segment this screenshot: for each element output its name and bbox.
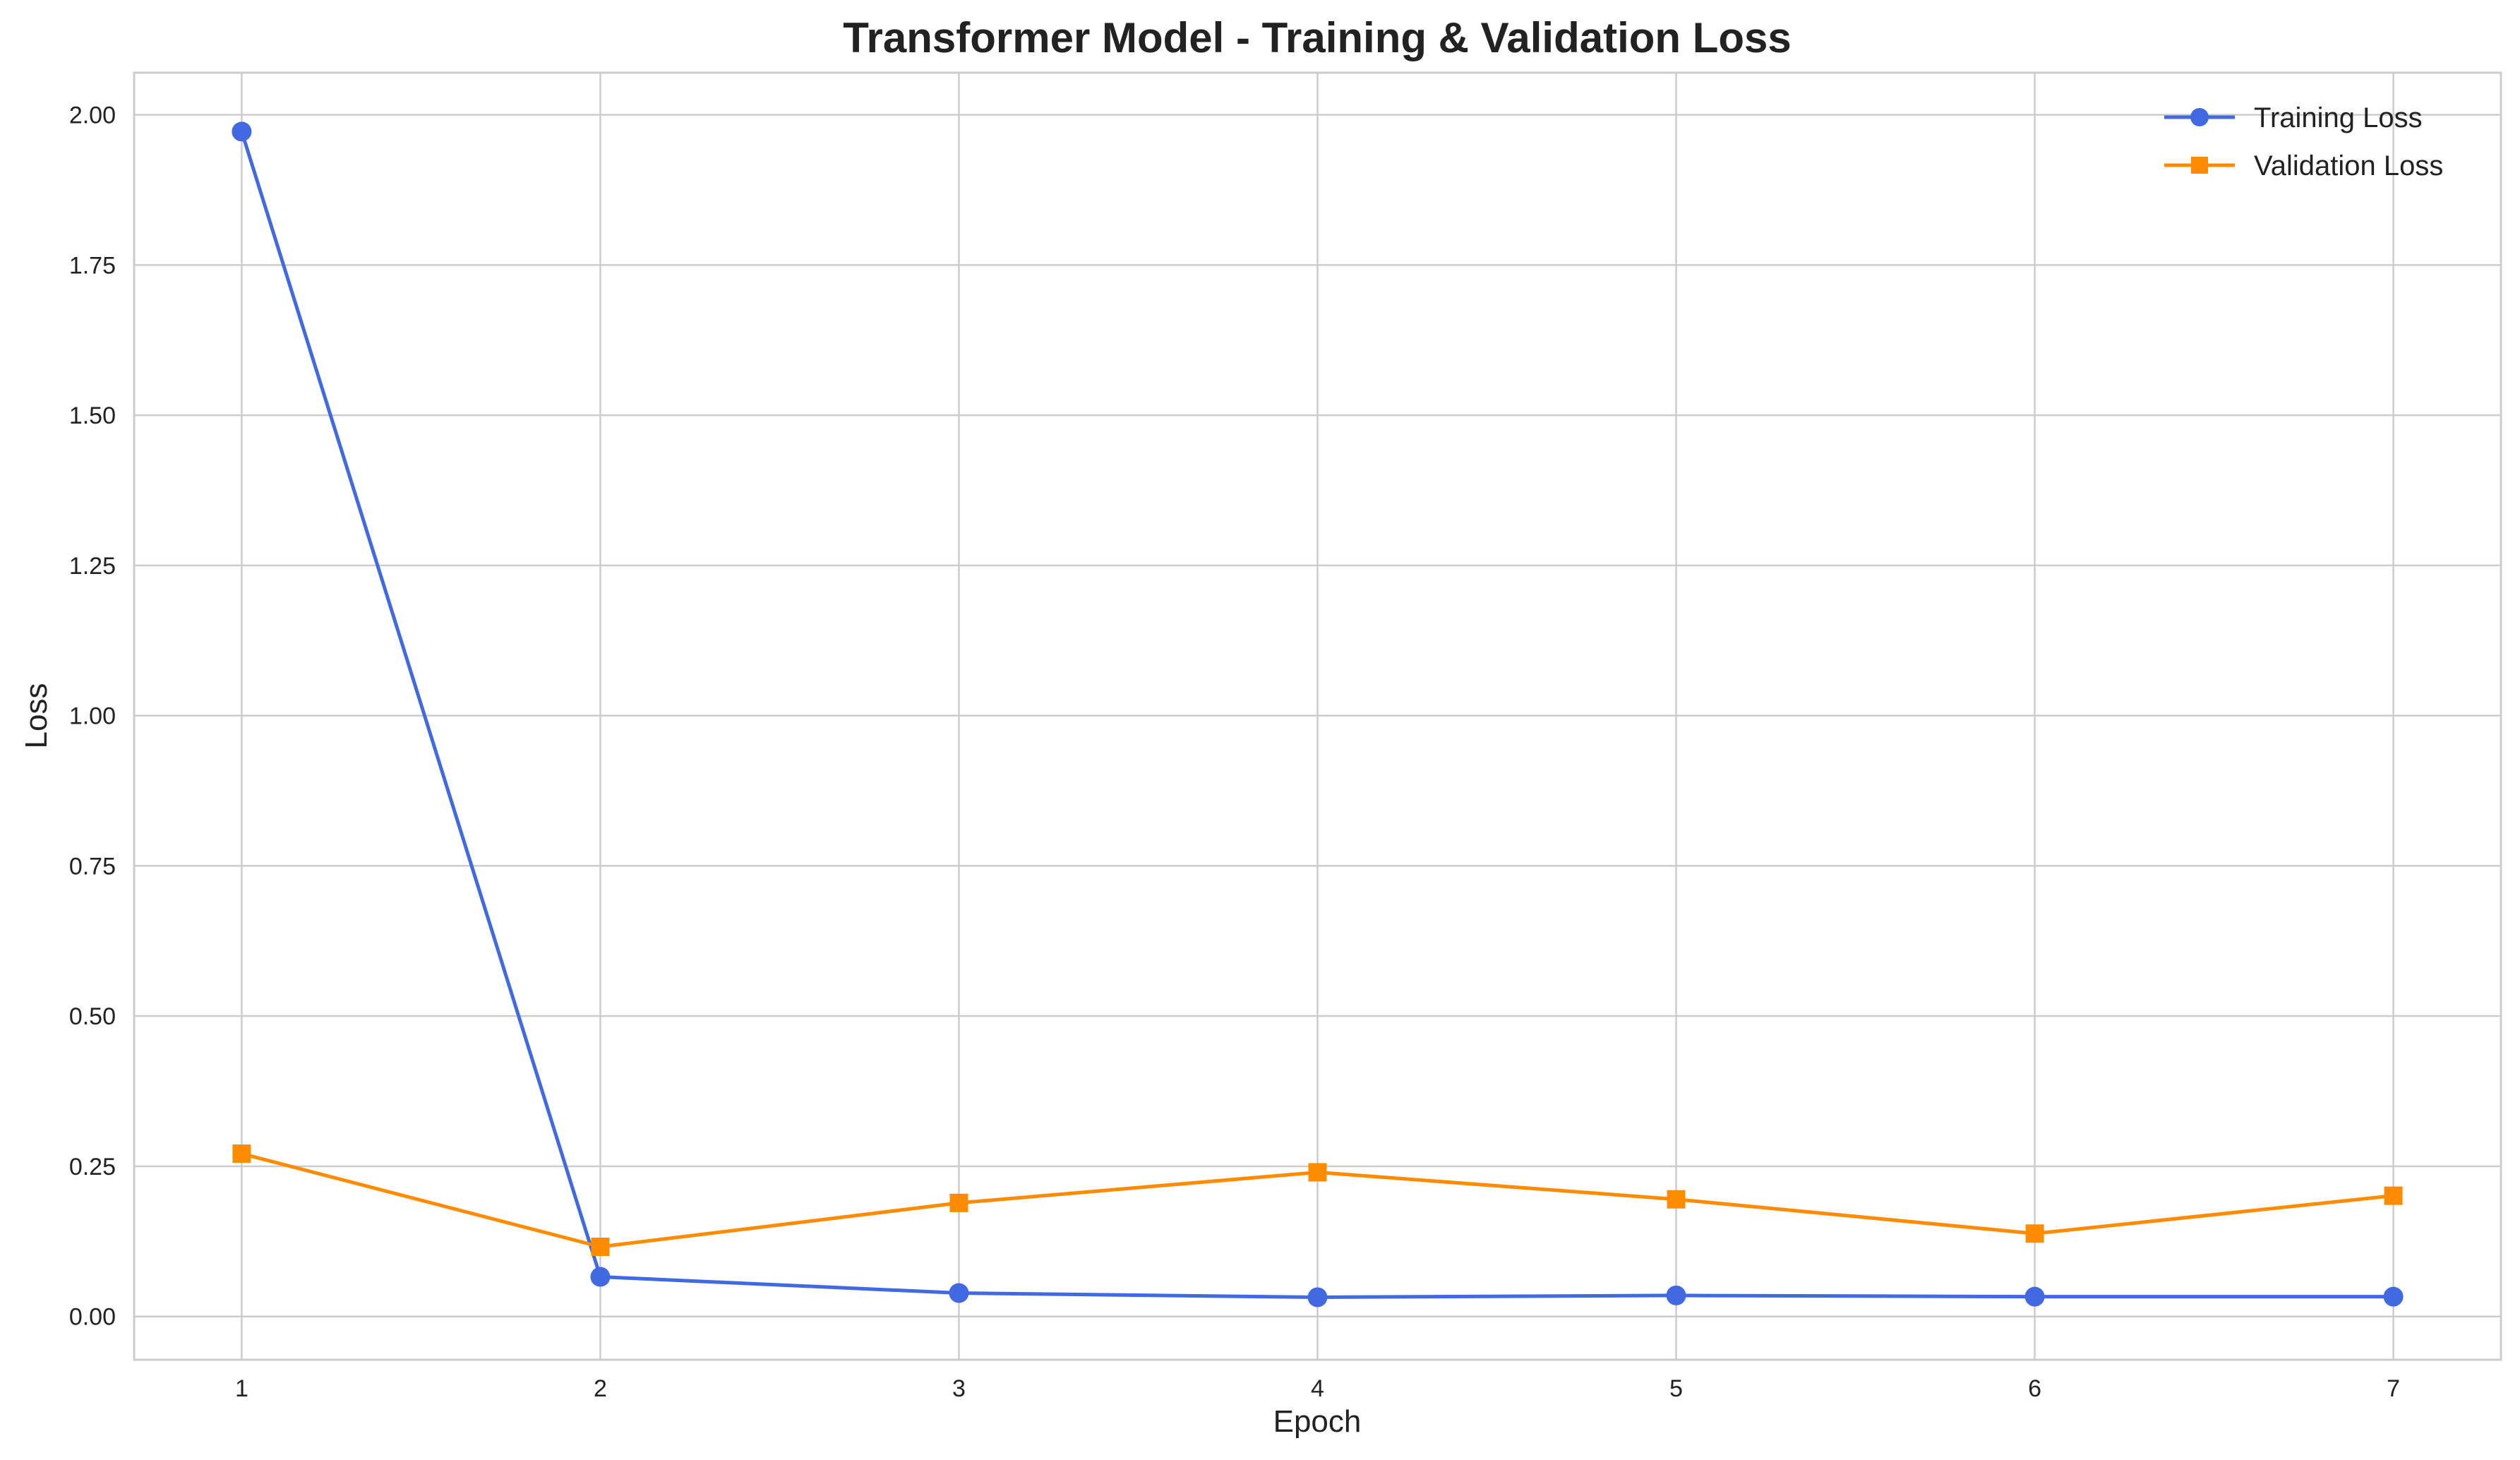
y-tick-label: 1.50: [69, 402, 116, 429]
y-tick-label: 1.00: [69, 703, 116, 730]
x-tick-label: 3: [952, 1375, 966, 1402]
x-tick-label: 7: [2387, 1375, 2400, 1402]
data-point-validation-loss: [232, 1144, 251, 1163]
y-tick-label: 0.50: [69, 1003, 116, 1030]
data-point-training-loss: [1307, 1287, 1328, 1308]
chart-title: Transformer Model - Training & Validatio…: [843, 14, 1792, 61]
ticks-layer: 1 2 3 4 5 6 7 0.00 0.25 0.50 0.75 1.00 1.25 1.50 1.75 2…: [69, 102, 2400, 1402]
data-point-validation-loss: [1667, 1190, 1686, 1209]
x-axis-label: Epoch: [1273, 1404, 1362, 1439]
legend-marker-training: [2190, 108, 2209, 126]
x-tick-label: 5: [1669, 1375, 1683, 1402]
legend-marker-validation: [2191, 157, 2208, 174]
data-point-validation-loss: [2025, 1224, 2044, 1243]
legend: Training Loss Validation Loss: [2164, 102, 2443, 181]
legend-label-validation: Validation Loss: [2254, 150, 2443, 181]
data-point-training-loss: [949, 1283, 969, 1303]
data-point-training-loss: [590, 1267, 611, 1287]
y-axis-label: Loss: [19, 683, 54, 749]
y-tick-label: 1.75: [69, 252, 116, 279]
data-point-training-loss: [2024, 1286, 2045, 1307]
legend-entry-validation: Validation Loss: [2164, 150, 2443, 181]
y-tick-label: 2.00: [69, 102, 116, 129]
y-tick-label: 1.25: [69, 553, 116, 580]
y-tick-label: 0.75: [69, 853, 116, 880]
plot-area-frame: [133, 71, 2502, 1361]
series-layer: [232, 121, 2404, 1308]
y-tick-label: 0.25: [69, 1154, 116, 1180]
x-tick-label: 6: [2028, 1375, 2041, 1402]
data-point-validation-loss: [591, 1237, 610, 1256]
x-tick-label: 4: [1311, 1375, 1324, 1402]
data-point-training-loss: [2383, 1286, 2404, 1307]
data-point-validation-loss: [1308, 1163, 1327, 1182]
x-tick-label: 1: [235, 1375, 248, 1402]
grid-layer: [134, 73, 2501, 1360]
data-point-training-loss: [1666, 1285, 1686, 1305]
series-training-loss: [232, 121, 2404, 1308]
data-point-validation-loss: [2384, 1186, 2403, 1205]
legend-entry-training: Training Loss: [2164, 102, 2423, 133]
x-tick-label: 2: [594, 1375, 607, 1402]
data-point-validation-loss: [949, 1193, 968, 1212]
series-validation-loss: [232, 1144, 2403, 1256]
data-point-training-loss: [232, 121, 252, 142]
y-tick-label: 0.00: [69, 1304, 116, 1331]
legend-label-training: Training Loss: [2254, 102, 2423, 133]
